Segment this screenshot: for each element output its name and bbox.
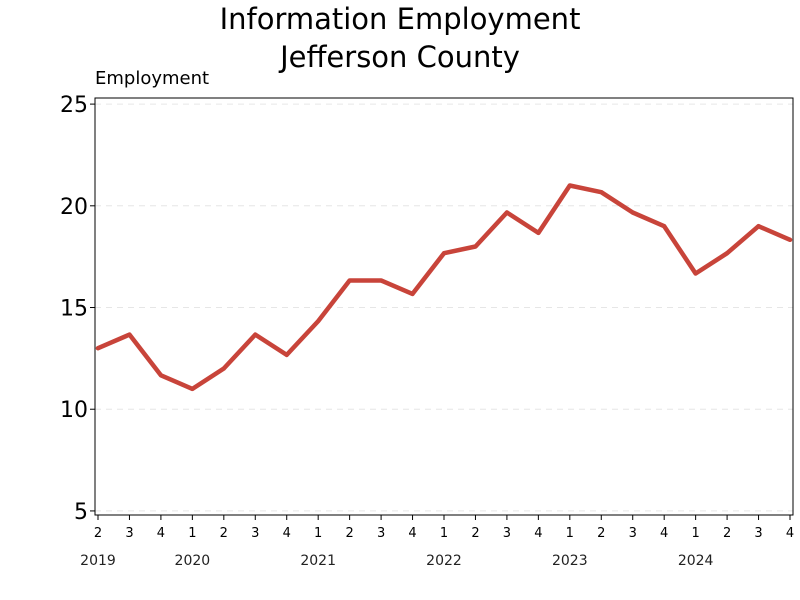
data-point [756, 224, 761, 229]
x-tick-label: 2 [723, 526, 731, 541]
x-tick-label: 1 [314, 526, 322, 541]
data-point [347, 278, 352, 283]
data-point [96, 346, 100, 351]
x-tick-label: 2 [471, 526, 479, 541]
x-year-label: 2022 [426, 553, 462, 569]
x-tick-label: 4 [786, 526, 794, 541]
x-tick-label: 3 [251, 526, 259, 541]
y-tick-label: 15 [60, 297, 88, 322]
data-point [725, 251, 730, 256]
x-year-label: 2024 [678, 553, 714, 569]
x-tick-label: 3 [377, 526, 385, 541]
data-point [127, 332, 132, 337]
data-point [630, 210, 635, 215]
x-tick-label: 1 [691, 526, 699, 541]
y-tick-label: 20 [60, 195, 88, 220]
x-year-label: 2019 [80, 553, 116, 569]
data-point [536, 230, 541, 235]
x-tick-label: 1 [566, 526, 574, 541]
data-point [379, 278, 384, 283]
data-point [504, 210, 509, 215]
x-tick-label: 3 [754, 526, 762, 541]
data-point [788, 237, 792, 242]
x-tick-label: 2 [345, 526, 353, 541]
data-point [410, 291, 415, 296]
y-axis-label: Employment [95, 68, 210, 89]
x-tick-label: 4 [660, 526, 668, 541]
x-tick-label: 3 [629, 526, 637, 541]
x-tick-label: 1 [188, 526, 196, 541]
y-tick-label: 5 [74, 500, 88, 525]
data-point [316, 319, 321, 324]
x-tick-label: 4 [283, 526, 291, 541]
x-tick-label: 2 [597, 526, 605, 541]
data-point [253, 332, 258, 337]
data-point [473, 244, 478, 249]
data-point [567, 183, 572, 188]
x-tick-label: 3 [503, 526, 511, 541]
x-tick-label: 3 [125, 526, 133, 541]
y-tick-label: 25 [60, 93, 88, 118]
data-point [693, 271, 698, 276]
data-point [662, 224, 667, 229]
x-year-label: 2021 [300, 553, 336, 569]
chart-subtitle: Jefferson County [280, 40, 520, 74]
x-tick-label: 2 [94, 526, 102, 541]
data-point [284, 352, 289, 357]
x-year-label: 2023 [552, 553, 588, 569]
y-tick-label: 10 [60, 398, 88, 423]
x-tick-label: 4 [408, 526, 416, 541]
x-tick-label: 2 [220, 526, 228, 541]
data-point [158, 373, 163, 378]
data-point [442, 251, 446, 256]
x-tick-label: 1 [440, 526, 448, 541]
data-point [190, 386, 195, 391]
series-line [95, 183, 793, 392]
data-point [599, 190, 604, 195]
plot-frame [94, 97, 794, 516]
data-point [221, 366, 226, 371]
x-year-label: 2020 [175, 553, 211, 569]
x-tick-label: 4 [534, 526, 542, 541]
x-tick-label: 4 [157, 526, 165, 541]
chart-title: Information Employment [219, 2, 581, 36]
